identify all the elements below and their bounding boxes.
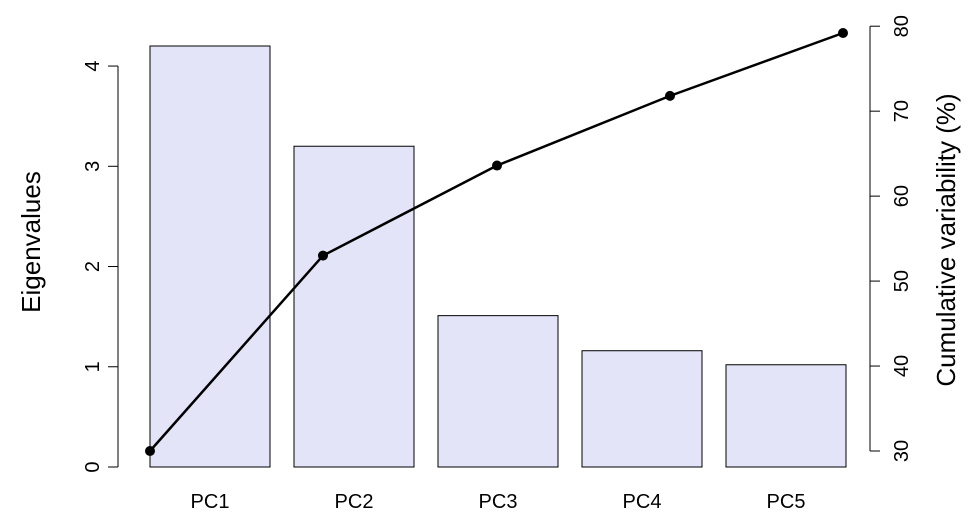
cumulative-line-layer (145, 28, 848, 456)
x-tick-label-pc1: PC1 (191, 491, 230, 513)
bar-pc4 (581, 350, 703, 468)
left-tick-label-3: 3 (82, 161, 104, 172)
right-tick-label-50: 50 (891, 270, 913, 292)
x-tick-label-pc5: PC5 (767, 491, 806, 513)
right-tick-label-60: 60 (891, 185, 913, 207)
bar-pc5 (725, 364, 847, 468)
left-tick-label-4: 4 (82, 60, 104, 71)
cumulative-point-pc3 (492, 160, 502, 171)
right-tick-label-40: 40 (891, 355, 913, 377)
bar-pc3 (437, 315, 559, 468)
left-tick-label-0: 0 (82, 461, 104, 472)
right-tick-label-30: 30 (891, 440, 913, 462)
left-y-axis: 0 1 2 3 4 (82, 60, 119, 473)
x-axis-labels: PC1 PC2 PC3 PC4 PC5 (191, 491, 806, 513)
cumulative-point-pc5 (838, 28, 848, 38)
bar-pc2 (293, 145, 415, 468)
right-y-axis: 30 40 50 60 70 80 (869, 15, 913, 462)
x-tick-label-pc2: PC2 (335, 491, 374, 513)
cumulative-point-pc1 (145, 446, 155, 456)
x-tick-label-pc4: PC4 (623, 491, 662, 513)
right-tick-label-70: 70 (891, 100, 913, 122)
bar-pc1 (149, 45, 271, 468)
right-axis-title: Cumulative variability (%) (931, 93, 961, 386)
left-axis-title: Eigenvalues (16, 171, 46, 313)
bars-layer (149, 45, 847, 468)
cumulative-point-pc2 (318, 250, 328, 261)
x-tick-label-pc3: PC3 (479, 491, 518, 513)
left-tick-label-2: 2 (82, 261, 104, 272)
right-tick-label-80: 80 (891, 15, 913, 37)
cumulative-point-pc4 (665, 90, 675, 101)
left-tick-label-1: 1 (82, 361, 104, 372)
